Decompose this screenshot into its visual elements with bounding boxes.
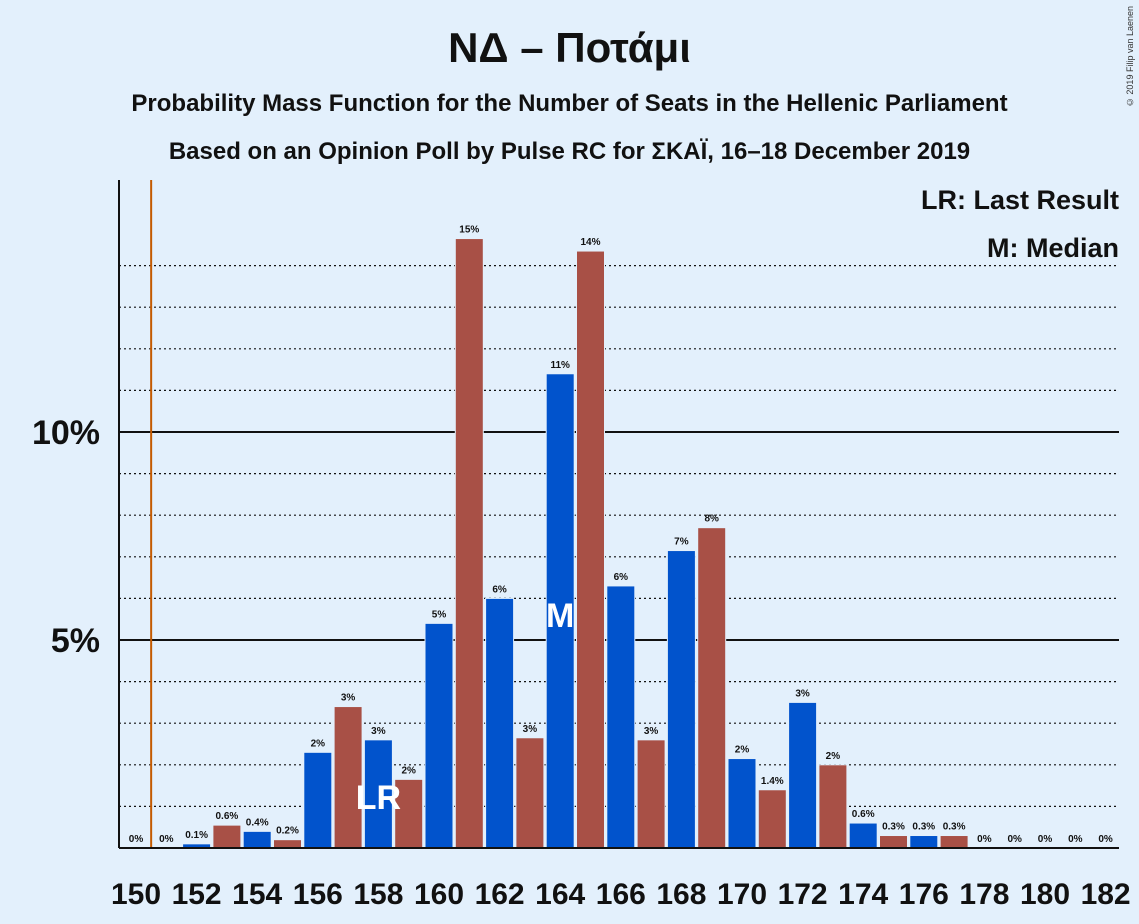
bar (515, 737, 545, 849)
x-tick-label: 162 (475, 878, 525, 911)
bar-value-label: 0.3% (912, 822, 935, 833)
bar-value-label: 0.4% (246, 817, 269, 828)
bar (909, 835, 939, 849)
bar-value-label: 14% (580, 237, 600, 248)
x-tick-label: 164 (535, 878, 585, 911)
x-tick-label: 160 (414, 878, 464, 911)
bar-value-label: 0.6% (852, 809, 875, 820)
bar-value-label: 3% (341, 693, 356, 704)
bar-value-label: 0% (1098, 834, 1113, 845)
bar (424, 622, 454, 849)
x-tick-label: 170 (717, 878, 767, 911)
bar-value-label: 0.1% (185, 830, 208, 841)
x-tick-label: 152 (172, 878, 222, 911)
bar (242, 830, 272, 849)
bar (939, 835, 969, 849)
bar (545, 373, 575, 849)
bar-value-label: 0% (159, 834, 174, 845)
bar (576, 250, 605, 849)
x-tick-label: 172 (778, 878, 828, 911)
bar (666, 550, 696, 849)
bar-value-label: 0.2% (276, 826, 299, 837)
x-tick-label: 154 (232, 878, 282, 911)
x-tick-label: 168 (656, 878, 706, 911)
bar-value-label: 0% (1038, 834, 1053, 845)
bar (363, 739, 393, 849)
bar (394, 778, 424, 849)
x-tick-label: 180 (1020, 878, 1070, 911)
bar-value-label: 11% (550, 360, 570, 371)
bar (485, 597, 515, 849)
x-tick-label: 158 (353, 878, 403, 911)
bar-value-label: 15% (459, 225, 479, 236)
legend-last-result: LR: Last Result (920, 185, 1119, 215)
bar-value-label: 2% (735, 745, 750, 756)
x-tick-label: 178 (959, 878, 1009, 911)
bar-value-label: 6% (492, 584, 507, 595)
bar-value-label: 5% (432, 609, 447, 620)
bar (788, 701, 818, 849)
bar-value-label: 0% (129, 834, 144, 845)
bar (879, 835, 908, 849)
y-tick-label: 10% (32, 414, 100, 452)
bar-value-label: 0.6% (216, 811, 239, 822)
bar-value-label: 2% (401, 765, 416, 776)
x-tick-label: 150 (111, 878, 161, 911)
bar (727, 758, 757, 849)
bar-value-label: 2% (826, 751, 841, 762)
x-tick-label: 166 (596, 878, 646, 911)
bar-value-label: 3% (795, 688, 810, 699)
bar (212, 824, 242, 849)
bar-value-label: 3% (644, 726, 659, 737)
bar (333, 706, 363, 849)
bar (697, 527, 727, 849)
y-tick-label: 5% (51, 622, 100, 660)
bar (273, 839, 302, 849)
legend-median: M: Median (987, 233, 1119, 263)
bar-value-label: 0% (977, 834, 992, 845)
bar-value-label: 7% (674, 537, 689, 548)
chart-subtitle-2: Based on an Opinion Poll by Pulse RC for… (168, 138, 971, 165)
bar-value-label: 3% (371, 726, 386, 737)
bar-value-label: 6% (614, 572, 629, 583)
x-tick-label: 182 (1081, 878, 1131, 911)
bar (636, 739, 666, 849)
bar-value-label: 2% (311, 738, 326, 749)
chart-subtitle-1: Probability Mass Function for the Number… (131, 90, 1008, 117)
bar (303, 751, 333, 849)
bar-value-label: 0.3% (943, 822, 966, 833)
bar-value-label: 0% (1007, 834, 1022, 845)
bar (454, 238, 484, 849)
chart-title: ΝΔ – Ποτάμι (448, 24, 691, 71)
bar-value-label: 0.3% (882, 822, 905, 833)
last-result-marker: LR (356, 779, 401, 817)
x-tick-label: 176 (899, 878, 949, 911)
bar-value-label: 3% (523, 724, 538, 735)
x-tick-label: 174 (838, 878, 888, 911)
bar-value-label: 1.4% (761, 776, 784, 787)
median-marker: M (546, 597, 574, 635)
bar (606, 585, 636, 849)
bar (818, 764, 848, 849)
bar (757, 789, 787, 849)
x-tick-label: 156 (293, 878, 343, 911)
bar-value-label: 8% (704, 514, 719, 525)
bar-value-label: 0% (1068, 834, 1083, 845)
bar (848, 822, 878, 849)
